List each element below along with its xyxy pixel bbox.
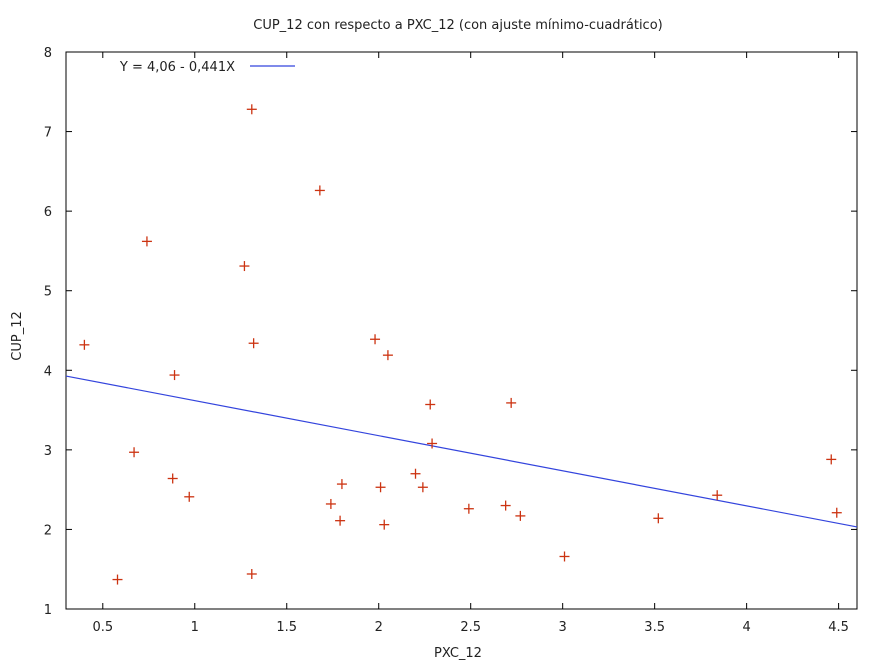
y-axis-label: CUP_12 <box>10 311 25 360</box>
data-point <box>325 498 336 509</box>
y-tick-label: 2 <box>44 523 52 538</box>
data-point <box>382 350 393 361</box>
y-tick-label: 7 <box>44 126 52 141</box>
data-point <box>370 334 381 345</box>
chart-title: CUP_12 con respecto a PXC_12 (con ajuste… <box>253 18 662 33</box>
data-point <box>246 104 257 115</box>
y-tick-label: 3 <box>44 444 52 459</box>
axes: 0.5 1 1.5 2 2.5 3 3.5 4 4.5 1 2 3 4 5 6 7 8 <box>44 46 858 635</box>
data-point <box>336 479 347 490</box>
y-tick-label: 4 <box>44 364 52 379</box>
data-point <box>417 482 428 493</box>
data-point <box>410 468 421 479</box>
legend-label: Y = 4,06 - 0,441X <box>119 60 235 75</box>
data-point <box>653 513 664 524</box>
data-point <box>427 438 438 449</box>
data-point <box>559 551 570 562</box>
y-tick-label: 1 <box>44 603 52 618</box>
data-points <box>79 104 842 585</box>
y-tick-label: 5 <box>44 285 52 300</box>
data-point <box>141 236 152 247</box>
data-point <box>335 515 346 526</box>
data-point <box>79 339 90 350</box>
data-point <box>246 568 257 579</box>
fit-line-group <box>65 375 858 528</box>
data-point <box>515 510 526 521</box>
x-tick-label: 1.5 <box>276 620 297 635</box>
plot-frame <box>65 51 858 610</box>
data-point <box>500 500 511 511</box>
data-point <box>425 399 436 410</box>
data-point <box>712 490 723 501</box>
y-tick-label: 8 <box>44 46 52 61</box>
data-point <box>129 447 140 458</box>
data-point <box>112 574 123 585</box>
x-tick-label: 2 <box>375 620 383 635</box>
legend: Y = 4,06 - 0,441X <box>119 60 295 75</box>
fit-line <box>65 375 858 528</box>
x-axis-label: PXC_12 <box>434 646 482 661</box>
data-point <box>167 473 178 484</box>
data-point <box>379 519 390 530</box>
x-tick-label: 2.5 <box>460 620 481 635</box>
x-tick-label: 4.5 <box>828 620 849 635</box>
data-point <box>826 454 837 465</box>
data-point <box>463 503 474 514</box>
x-tick-label: 4 <box>742 620 750 635</box>
x-tick-label: 0.5 <box>92 620 113 635</box>
x-tick-label: 1 <box>191 620 199 635</box>
x-tick-label: 3 <box>559 620 567 635</box>
data-point <box>375 482 386 493</box>
data-point <box>184 491 195 502</box>
data-point <box>506 397 517 408</box>
data-point <box>248 338 259 349</box>
data-point <box>169 370 180 381</box>
data-point <box>239 261 250 272</box>
data-point <box>831 507 842 518</box>
x-tick-label: 3.5 <box>644 620 665 635</box>
data-point <box>314 185 325 196</box>
y-tick-label: 6 <box>44 205 52 220</box>
